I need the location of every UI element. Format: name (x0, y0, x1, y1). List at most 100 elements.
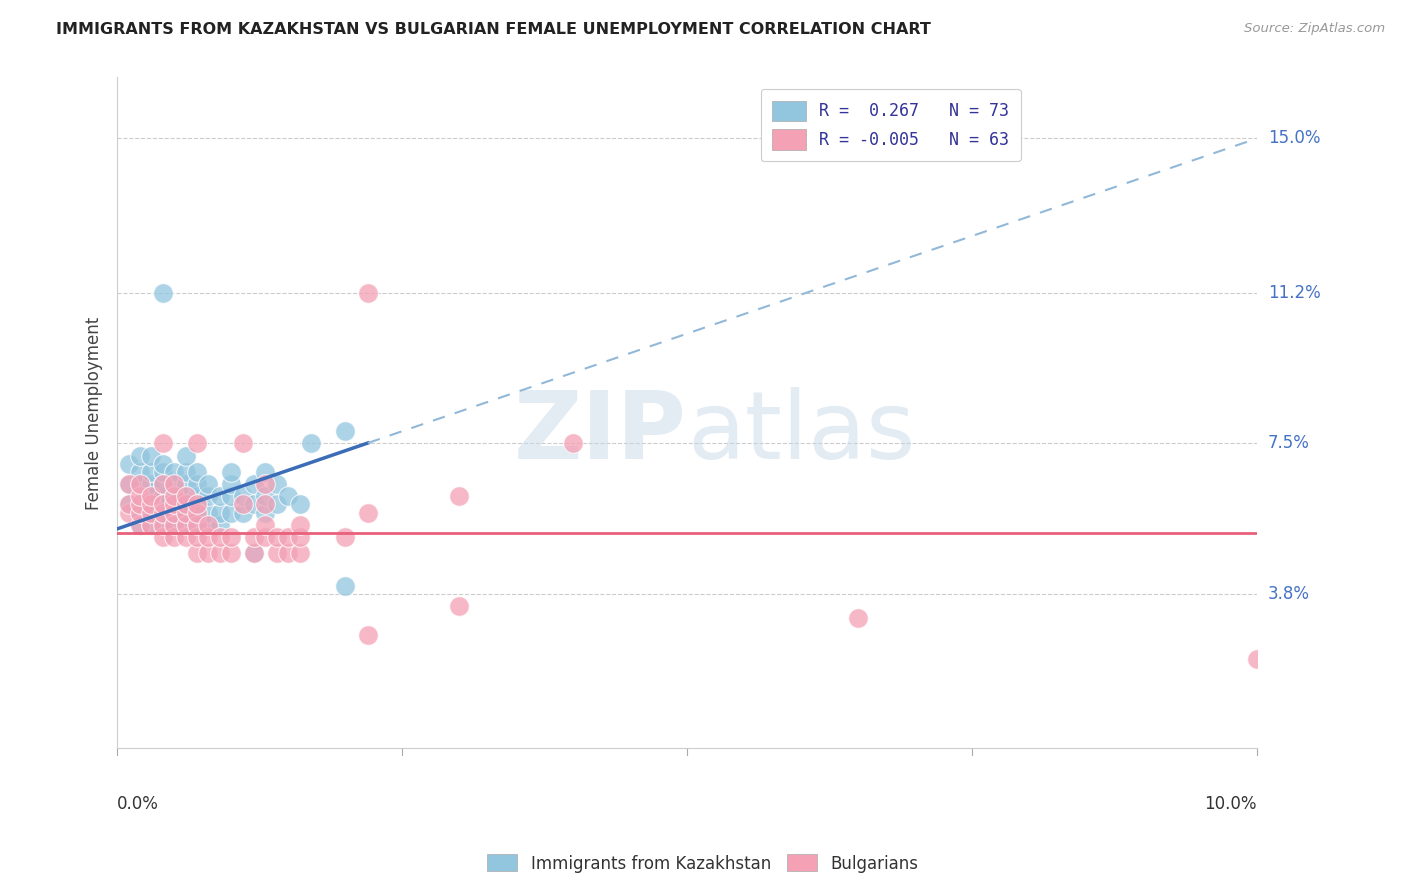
Point (266, 546, 288, 560)
Point (152, 489, 174, 503)
Point (333, 579, 356, 593)
Point (254, 517, 277, 532)
Text: 10.0%: 10.0% (1205, 796, 1257, 814)
Point (333, 424, 356, 438)
Point (141, 498, 163, 512)
Point (141, 485, 163, 500)
Point (129, 506, 152, 520)
Point (141, 465, 163, 479)
Point (186, 498, 208, 512)
Point (141, 498, 163, 512)
Point (243, 477, 266, 491)
Text: 11.2%: 11.2% (1268, 284, 1320, 302)
Text: atlas: atlas (688, 387, 915, 479)
Point (152, 477, 174, 491)
Point (277, 489, 299, 503)
Point (562, 436, 585, 450)
Point (277, 530, 299, 544)
Point (197, 517, 219, 532)
Point (208, 530, 231, 544)
Point (129, 477, 152, 491)
Point (449, 599, 471, 614)
Point (141, 489, 163, 503)
Point (232, 506, 254, 520)
Point (277, 546, 299, 560)
Point (163, 517, 186, 532)
Point (254, 489, 277, 503)
Point (174, 498, 197, 512)
Text: 15.0%: 15.0% (1268, 129, 1320, 147)
Point (197, 517, 219, 532)
Point (174, 449, 197, 463)
Point (333, 530, 356, 544)
Point (141, 477, 163, 491)
Point (219, 530, 242, 544)
Point (254, 477, 277, 491)
Point (174, 506, 197, 520)
Point (152, 498, 174, 512)
Point (846, 611, 869, 625)
Text: 7.5%: 7.5% (1268, 434, 1310, 452)
Point (129, 465, 152, 479)
Point (299, 436, 322, 450)
Point (152, 506, 174, 520)
Point (152, 517, 174, 532)
Point (357, 506, 380, 520)
Point (117, 498, 139, 512)
Point (129, 506, 152, 520)
Point (219, 465, 242, 479)
Point (117, 498, 139, 512)
Point (174, 517, 197, 532)
Point (186, 477, 208, 491)
Point (357, 627, 380, 641)
Point (243, 546, 266, 560)
Point (163, 498, 186, 512)
Point (208, 517, 231, 532)
Point (163, 477, 186, 491)
Point (219, 489, 242, 503)
Point (174, 477, 197, 491)
Point (197, 477, 219, 491)
Point (163, 530, 186, 544)
Point (243, 498, 266, 512)
Point (254, 506, 277, 520)
Point (163, 506, 186, 520)
Point (449, 489, 471, 503)
Point (152, 530, 174, 544)
Point (197, 506, 219, 520)
Point (129, 498, 152, 512)
Point (186, 436, 208, 450)
Point (129, 449, 152, 463)
Point (254, 498, 277, 512)
Point (186, 530, 208, 544)
Text: 0.0%: 0.0% (117, 796, 159, 814)
Point (174, 498, 197, 512)
Point (186, 546, 208, 560)
Point (163, 477, 186, 491)
Text: 3.8%: 3.8% (1268, 585, 1310, 603)
Point (243, 546, 266, 560)
Point (208, 489, 231, 503)
Point (288, 546, 311, 560)
Legend: Immigrants from Kazakhstan, Bulgarians: Immigrants from Kazakhstan, Bulgarians (481, 847, 925, 880)
Point (174, 489, 197, 503)
Text: IMMIGRANTS FROM KAZAKHSTAN VS BULGARIAN FEMALE UNEMPLOYMENT CORRELATION CHART: IMMIGRANTS FROM KAZAKHSTAN VS BULGARIAN … (56, 22, 931, 37)
Point (186, 465, 208, 479)
Point (186, 517, 208, 532)
Point (186, 498, 208, 512)
Point (288, 498, 311, 512)
Point (152, 506, 174, 520)
Point (232, 498, 254, 512)
Point (117, 477, 139, 491)
Text: Source: ZipAtlas.com: Source: ZipAtlas.com (1244, 22, 1385, 36)
Point (152, 436, 174, 450)
Point (186, 506, 208, 520)
Point (152, 517, 174, 532)
Point (117, 477, 139, 491)
Point (163, 517, 186, 532)
Point (266, 477, 288, 491)
Point (219, 506, 242, 520)
Point (219, 546, 242, 560)
Point (129, 517, 152, 532)
Point (141, 517, 163, 532)
